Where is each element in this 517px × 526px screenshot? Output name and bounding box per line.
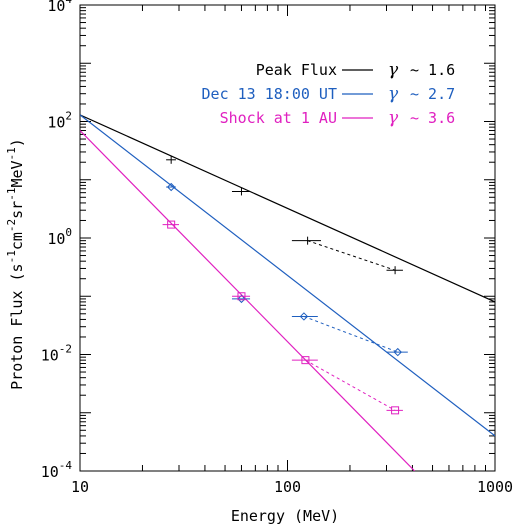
tick-layer: 10 100 1000 10-4 10-2 100 102 104	[41, 0, 513, 496]
x-tick-label: 100	[274, 478, 301, 496]
data-point-series-1	[393, 347, 402, 357]
y-tick-label: 10-2	[41, 343, 72, 365]
x-axis-label: Energy (MeV)	[231, 507, 339, 525]
legend-label-series-2: Shock at 1 AU	[220, 109, 337, 127]
gamma-symbol-series-2: γ	[388, 108, 399, 128]
data-point-series-1	[237, 294, 246, 304]
fit-line-series-0	[80, 114, 495, 303]
fit-line-series-2	[80, 130, 416, 471]
y-tick-label: 102	[47, 110, 72, 132]
x-tick-label: 10	[71, 478, 89, 496]
y-tick-label: 104	[47, 0, 72, 15]
data-point-series-1	[166, 182, 176, 192]
data-point-series-1	[299, 312, 309, 321]
data-point-series-2	[167, 220, 176, 229]
gamma-value-series-1: ~ 2.7	[410, 85, 455, 103]
y-axis-label: Proton Flux (s-1cm-2sr-1MeV-1)	[5, 138, 26, 390]
dashed-connector-series-1	[303, 315, 398, 353]
gamma-symbol-series-0: γ	[388, 60, 399, 80]
legend-label-series-1: Dec 13 18:00 UT	[202, 85, 337, 103]
dashed-connector-series-0	[307, 240, 396, 271]
fit-line-series-1	[80, 114, 495, 437]
fit-line-layer	[80, 114, 495, 471]
y-tick-label: 100	[47, 226, 72, 248]
data-point-layer	[162, 155, 408, 415]
data-point-series-2	[391, 406, 400, 415]
gamma-value-series-2: ~ 3.6	[410, 109, 455, 127]
data-point-series-2	[301, 356, 310, 365]
x-tick-label: 1000	[477, 478, 513, 496]
y-tick-label: 10-4	[41, 459, 73, 481]
gamma-symbol-series-1: γ	[388, 84, 399, 104]
legend-label-series-0: Peak Flux	[256, 61, 337, 79]
legend: Peak Flux γ ~ 1.6 Dec 13 18:00 UT γ ~ 2.7 Shoc…	[202, 60, 456, 128]
gamma-value-series-0: ~ 1.6	[410, 61, 455, 79]
dashed-connector-series-2	[305, 359, 396, 411]
data-point-series-2	[237, 292, 246, 301]
